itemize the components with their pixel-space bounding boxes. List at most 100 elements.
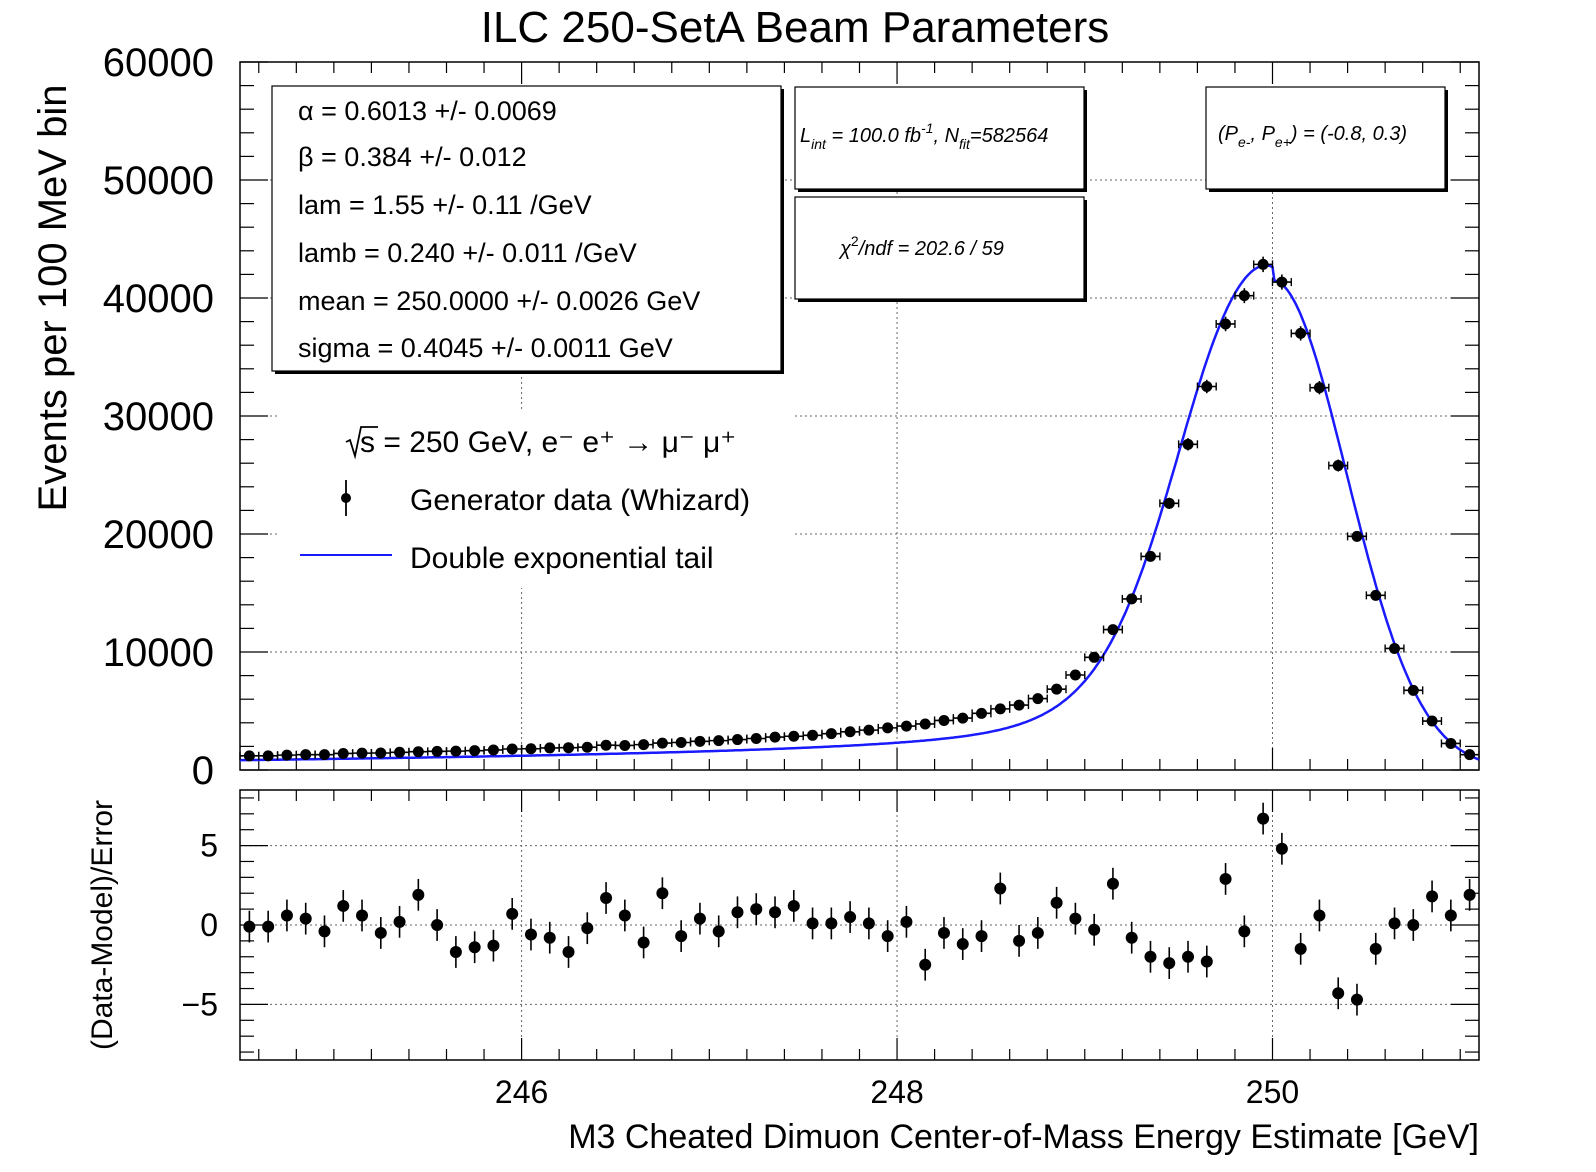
chart-title: ILC 250-SetA Beam Parameters (481, 3, 1110, 52)
main-ticks (240, 61, 1479, 771)
data-point (990, 703, 1011, 715)
residual-point (1144, 940, 1157, 973)
data-point (1215, 316, 1236, 332)
fit-param-line: β = 0.384 +/- 0.012 (298, 142, 527, 172)
residual-point (393, 905, 406, 938)
residual-point (1463, 878, 1476, 911)
data-point (1421, 715, 1443, 727)
data-point (483, 744, 504, 756)
data-point (1440, 737, 1461, 749)
main-y-tick-label: 0 (192, 749, 214, 793)
fit-param-line: mean = 250.0000 +/- 0.0026 GeV (298, 286, 700, 316)
data-point (333, 747, 354, 759)
main-y-tick-label: 40000 (103, 277, 214, 321)
data-point (708, 735, 729, 747)
data-point (1159, 497, 1180, 509)
x-axis-label: M3 Cheated Dimuon Center-of-Mass Energy … (568, 1118, 1479, 1156)
residual-point (1238, 915, 1251, 948)
residual-point (1013, 925, 1026, 957)
data-point (1046, 683, 1067, 695)
data-point (1027, 693, 1048, 705)
data-point (1140, 550, 1161, 562)
residual-point (449, 936, 462, 968)
data-point (1084, 651, 1105, 663)
residual-point (543, 921, 556, 954)
data-point (408, 746, 429, 758)
residual-point (937, 917, 950, 949)
legend: s = 250 GeV, e⁻ e⁺ → μ⁻ μ⁺ Generator dat… (278, 410, 793, 588)
residual-point (431, 909, 444, 941)
data-point (1271, 274, 1292, 290)
residual-point (262, 910, 275, 943)
residual-y-tick-label: 0 (200, 907, 218, 943)
residual-y-tick-labels: −5 0 5 (182, 828, 218, 1023)
data-point (821, 728, 842, 740)
residual-point (356, 899, 369, 932)
legend-data-label: Generator data (Whizard) (410, 484, 750, 517)
lumi-text: Lint = 100.0 fb-1, Nfit=582564 (800, 120, 1048, 152)
main-y-tick-label: 30000 (103, 395, 214, 439)
residual-point (299, 902, 312, 935)
residual-point (919, 948, 932, 981)
residual-point (769, 896, 782, 929)
main-y-tick-label: 50000 (103, 159, 214, 203)
data-point (1384, 642, 1405, 654)
main-y-tick-label: 20000 (103, 513, 214, 557)
residual-point (1106, 867, 1119, 900)
residual-point (731, 896, 744, 929)
residual-point (787, 890, 800, 922)
fit-param-line: lamb = 0.240 +/- 0.011 /GeV (298, 238, 637, 268)
main-plot: 0 10000 20000 30000 40000 50000 60000 (103, 41, 1480, 793)
residual-point (1275, 832, 1288, 865)
data-point (746, 732, 767, 744)
legend-data-marker (341, 480, 351, 516)
x-tick-label: 250 (1246, 1074, 1299, 1110)
residual-point (1219, 863, 1232, 895)
residual-point (844, 901, 857, 933)
data-point (614, 739, 635, 751)
residual-point (412, 878, 425, 911)
residual-point (806, 907, 819, 940)
data-point (1253, 256, 1274, 273)
residual-y-tick-label: −5 (182, 986, 218, 1022)
residual-y-axis-label: (Data-Model)/Error (86, 800, 119, 1050)
data-point (1121, 593, 1142, 605)
residual-point (318, 915, 331, 948)
residual-point (337, 890, 350, 922)
residual-y-tick-label: 5 (200, 828, 218, 864)
data-point (445, 745, 466, 757)
residual-point (1163, 947, 1176, 979)
data-point (389, 746, 410, 758)
data-point (633, 739, 654, 751)
sqrt-symbol (345, 426, 378, 460)
data-point (1290, 326, 1311, 341)
main-y-tick-labels: 0 10000 20000 30000 40000 50000 60000 (103, 41, 214, 793)
residual-point (1031, 917, 1044, 949)
residual-point (618, 899, 631, 932)
residual-point (1294, 932, 1307, 965)
data-point (539, 742, 560, 754)
data-point (1102, 624, 1124, 636)
data-point (689, 735, 711, 747)
data-point (1008, 699, 1030, 711)
data-point (952, 712, 973, 724)
data-point (671, 737, 692, 749)
data-point (896, 720, 917, 732)
data-point (840, 726, 861, 738)
data-point (502, 743, 523, 755)
residual-point (1426, 880, 1439, 913)
data-point (239, 750, 260, 762)
polarisation-box: (Pe-, Pe+) = (-0.8, 0.3) (1205, 86, 1448, 192)
data-point (595, 739, 617, 751)
data-point (577, 741, 598, 753)
data-point (464, 745, 485, 757)
residual-point (562, 936, 575, 968)
main-y-tick-label: 10000 (103, 631, 214, 675)
residual-point (1350, 983, 1363, 1016)
residual-point (1088, 913, 1101, 946)
residual-point (524, 918, 537, 951)
residual-point (900, 905, 913, 938)
residual-point (506, 898, 519, 930)
residual-point (243, 910, 256, 943)
